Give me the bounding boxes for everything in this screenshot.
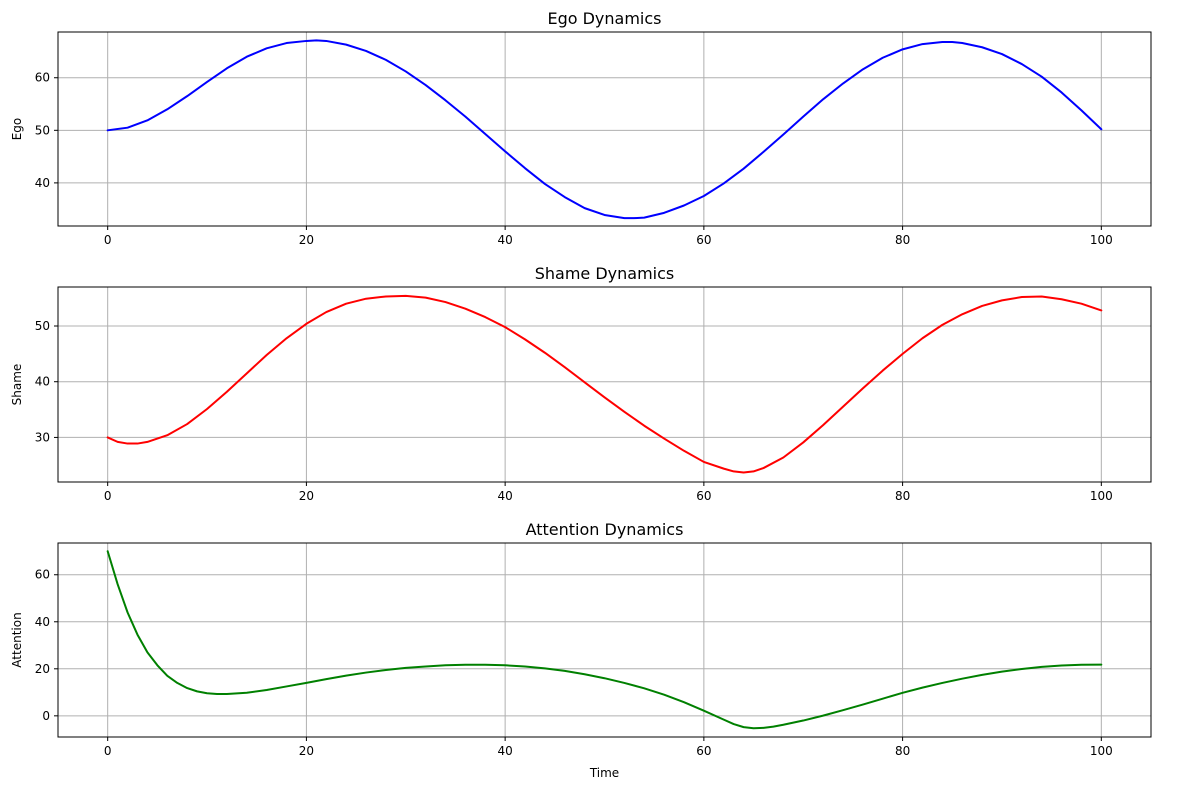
y-tick-label: 40 xyxy=(35,615,50,629)
plot-frame xyxy=(57,31,1152,227)
chart-title: Ego Dynamics xyxy=(547,9,661,28)
y-tick-label: 60 xyxy=(35,568,50,582)
x-tick-label: 60 xyxy=(696,233,711,247)
chart-panel-1: 0 20 40 60 80 100 40 50 60 Ego Dynamics Ego xyxy=(10,9,1152,247)
plot-frame xyxy=(57,542,1152,738)
x-axis-label: Time xyxy=(589,766,619,780)
x-tick-label: 80 xyxy=(895,744,910,758)
series-line xyxy=(106,39,1103,220)
y-tick-label: 60 xyxy=(35,71,50,85)
chart-title: Attention Dynamics xyxy=(526,520,684,539)
x-tick-label: 40 xyxy=(497,489,512,503)
y-axis-label: Shame xyxy=(10,364,24,406)
x-tick-label: 60 xyxy=(696,489,711,503)
x-tick-label: 20 xyxy=(299,233,314,247)
x-tick-label: 60 xyxy=(696,744,711,758)
x-tick-label: 40 xyxy=(497,744,512,758)
y-axis-label: Ego xyxy=(10,118,24,141)
y-tick-label: 50 xyxy=(35,319,50,333)
chart-panel-2: 0 20 40 60 80 100 30 40 50 Shame Dynamics Shame xyxy=(10,264,1152,503)
series-line xyxy=(106,550,1103,730)
x-tick-label: 100 xyxy=(1090,233,1113,247)
y-tick-label: 0 xyxy=(42,709,50,723)
chart-title: Shame Dynamics xyxy=(535,264,675,283)
y-tick-label: 50 xyxy=(35,123,50,137)
x-tick-label: 40 xyxy=(497,233,512,247)
series-line xyxy=(106,294,1103,474)
x-tick-label: 0 xyxy=(104,489,112,503)
x-tick-label: 0 xyxy=(104,233,112,247)
x-tick-label: 100 xyxy=(1090,744,1113,758)
plot-frame xyxy=(57,286,1152,483)
x-tick-label: 80 xyxy=(895,233,910,247)
x-tick-label: 20 xyxy=(299,744,314,758)
x-tick-label: 0 xyxy=(104,744,112,758)
y-tick-label: 40 xyxy=(35,176,50,190)
x-tick-label: 20 xyxy=(299,489,314,503)
y-tick-label: 40 xyxy=(35,375,50,389)
y-axis-label: Attention xyxy=(10,612,24,667)
y-tick-label: 30 xyxy=(35,430,50,444)
x-tick-label: 100 xyxy=(1090,489,1113,503)
y-tick-label: 20 xyxy=(35,662,50,676)
chart-panel-3: 0 20 40 60 80 100 0 20 40 60 Attention Dynamics Att… xyxy=(10,520,1152,780)
x-tick-label: 80 xyxy=(895,489,910,503)
